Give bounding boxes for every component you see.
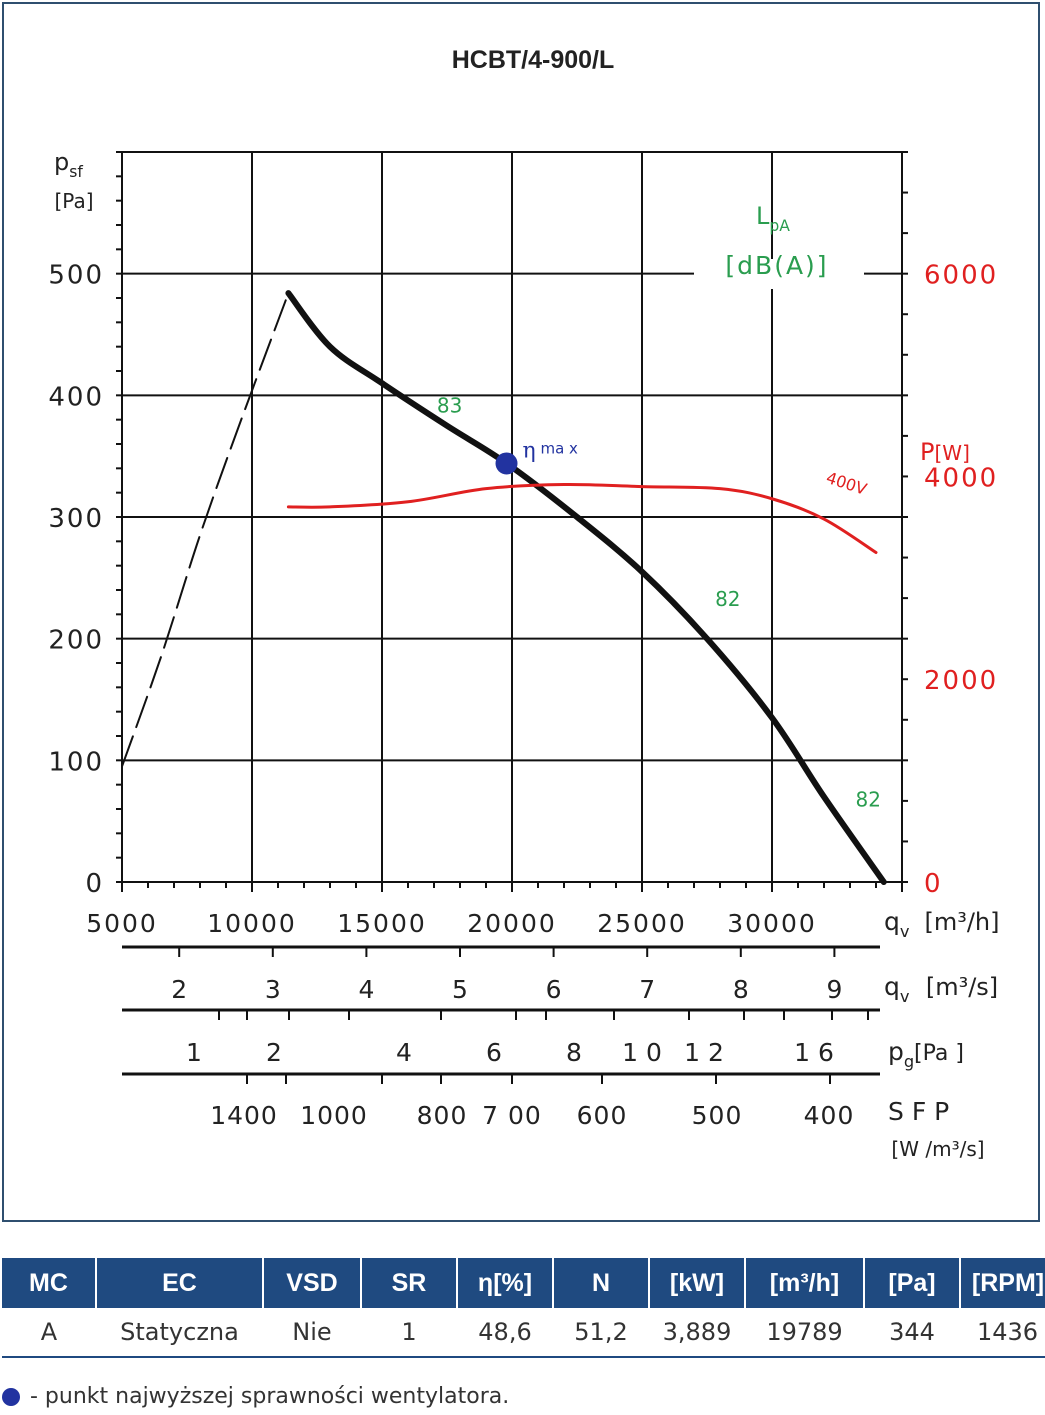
ytick-right-0: 0	[924, 869, 943, 899]
ytick-left-500: 500	[48, 261, 104, 291]
lpa-label: LpA	[756, 202, 790, 235]
lpa-label-bg	[694, 259, 864, 289]
ytick-left-0: 0	[85, 869, 104, 899]
spec-table: MC EC VSD SR η[%] N [kW] [m³/h] [Pa] [RPM] A Staty…	[2, 1258, 1045, 1358]
xtick-sfp-1400: 1400	[210, 1101, 278, 1130]
xtick-m3h-10000: 10000	[207, 909, 297, 938]
xtick-m3s-6: 6	[546, 975, 562, 1004]
table-header-0: MC	[2, 1258, 96, 1308]
xtick-sfp-600: 600	[577, 1101, 628, 1130]
xtick-sfp-1000: 1000	[300, 1101, 368, 1130]
annotation-3: 400V	[824, 468, 869, 499]
table-header-5: N	[552, 1258, 649, 1308]
eta-max-point	[495, 452, 518, 475]
xlabel-sfp: S F P	[888, 1097, 949, 1126]
table-header-3: SR	[360, 1258, 457, 1308]
xtick-pg-2: 2	[266, 1038, 282, 1067]
xlabel-m3s: qv	[884, 972, 910, 1006]
xtick-sfp-400: 400	[804, 1101, 855, 1130]
xtick-m3s-3: 3	[265, 975, 281, 1004]
ytick-left-100: 100	[48, 747, 104, 777]
table-cell-1: Statyczna	[96, 1308, 263, 1358]
xtick-m3h-30000: 30000	[727, 909, 817, 938]
table-body: A Statyczna Nie 1 48,6 51,2 3,889 19789 344 1436	[2, 1308, 1045, 1358]
xlabel-sfp-unit: [W /m³/s]	[891, 1137, 984, 1161]
xtick-m3h-20000: 20000	[467, 909, 557, 938]
fan-performance-chart: HCBT/4-900/L0100200300400500020004000600…	[48, 46, 999, 1161]
series-pressure_stall	[121, 292, 290, 768]
xlabel-m3s-unit: [m³/s]	[926, 973, 998, 1001]
table-header-9: [RPM]	[959, 1258, 1045, 1308]
ytick-left-200: 200	[48, 626, 104, 656]
ytick-left-400: 400	[48, 382, 104, 412]
series-power	[286, 483, 878, 554]
table-cell-0: A	[2, 1308, 96, 1358]
table-header-row: MC EC VSD SR η[%] N [kW] [m³/h] [Pa] [RPM]	[2, 1258, 1045, 1308]
xtick-sfp-500: 500	[692, 1101, 743, 1130]
ylabel-left-unit: [Pa]	[54, 189, 93, 213]
xtick-pg-8: 8	[566, 1038, 582, 1067]
eta-max-dot-icon	[2, 1387, 20, 1406]
table-cell-4: 48,6	[457, 1308, 553, 1358]
ylabel-right: P[W]	[920, 438, 970, 466]
table-cell-8: 344	[864, 1308, 960, 1358]
xtick-sfp-800: 800	[417, 1101, 468, 1130]
xtick-m3s-2: 2	[171, 975, 187, 1004]
table-cell-2: Nie	[263, 1308, 361, 1358]
ytick-left-300: 300	[48, 504, 104, 534]
xtick-m3h-25000: 25000	[597, 909, 687, 938]
xtick-pg-10: 1 0	[622, 1038, 662, 1067]
table-header-4: η[%]	[456, 1258, 553, 1308]
xtick-m3s-5: 5	[452, 975, 468, 1004]
xtick-pg-4: 4	[396, 1038, 412, 1067]
legend-text: - punkt najwyższej sprawności wentylator…	[30, 1384, 510, 1409]
table-cell-3: 1	[361, 1308, 457, 1358]
xtick-pg-6: 6	[486, 1038, 502, 1067]
annotation-2: 82	[855, 788, 880, 812]
ytick-right-2000: 2000	[924, 666, 998, 696]
xtick-m3s-7: 7	[639, 975, 655, 1004]
table-cell-7: 19789	[745, 1308, 864, 1358]
ytick-right-6000: 6000	[924, 261, 998, 291]
table-cell-6: 3,889	[649, 1308, 745, 1358]
xtick-pg-12: 1 2	[684, 1038, 724, 1067]
eta-max-label: η ma x	[523, 438, 579, 463]
ytick-right-4000: 4000	[924, 463, 998, 493]
series-pressure	[285, 290, 887, 885]
xlabel-pg-unit: [Pa ]	[914, 1041, 964, 1066]
xtick-pg-1: 1	[186, 1038, 202, 1067]
table-cell-5: 51,2	[553, 1308, 649, 1358]
xtick-m3s-4: 4	[358, 975, 374, 1004]
table-row: A Statyczna Nie 1 48,6 51,2 3,889 19789 344 1436	[2, 1308, 1045, 1358]
table-header-7: [m³/h]	[744, 1258, 864, 1308]
lpa-unit: [dB(A)]	[725, 251, 828, 280]
table-header-6: [kW]	[648, 1258, 745, 1308]
xtick-pg-16: 1 6	[794, 1038, 834, 1067]
xlabel-pg: pg	[888, 1037, 914, 1071]
table-header-8: [Pa]	[863, 1258, 960, 1308]
xtick-m3h-15000: 15000	[337, 909, 427, 938]
annotation-0: 83	[437, 393, 462, 417]
chart-title: HCBT/4-900/L	[452, 46, 615, 74]
legend-note: - punkt najwyższej sprawności wentylator…	[2, 1384, 509, 1409]
chart-frame: HCBT/4-900/L 0 100 200 300 400 500 0 2000 4000 600…	[2, 2, 1040, 1222]
table-header-2: VSD	[262, 1258, 361, 1308]
xtick-m3s-8: 8	[733, 975, 749, 1004]
table-header-1: EC	[95, 1258, 263, 1308]
xtick-m3h-5000: 5000	[86, 909, 158, 938]
ylabel-left: psf	[54, 148, 83, 181]
table-cell-9: 1436	[960, 1308, 1045, 1358]
xlabel-m3h-unit: [m³/h]	[924, 908, 999, 936]
annotation-1: 82	[715, 587, 740, 611]
xtick-m3s-9: 9	[826, 975, 842, 1004]
xlabel-m3h: qv	[884, 907, 910, 941]
xtick-sfp-700: 7 00	[482, 1101, 542, 1130]
